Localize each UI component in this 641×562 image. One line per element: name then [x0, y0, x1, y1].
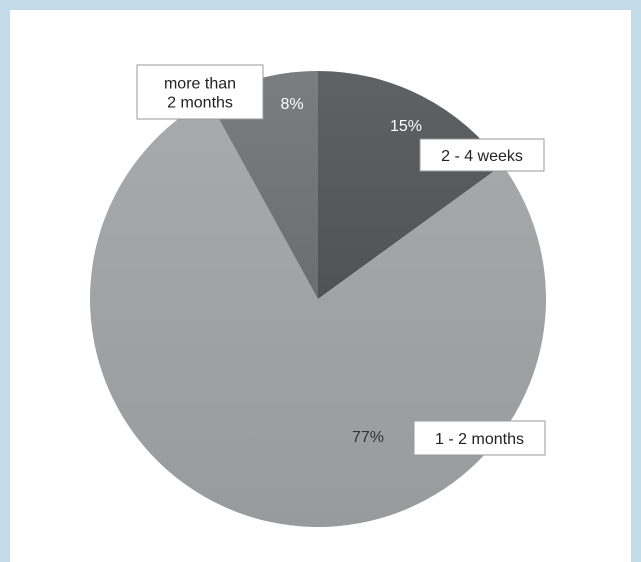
label-box	[413, 420, 546, 456]
pie-percent-label: 15%	[390, 118, 422, 135]
label-box	[419, 138, 545, 172]
pie-slice-shade	[90, 99, 547, 527]
label-text: more than	[164, 76, 236, 93]
label-text: 2 - 4 weeks	[441, 148, 523, 165]
label-text: 2 months	[167, 95, 233, 112]
label-text: 1 - 2 months	[435, 431, 524, 448]
pie-category-label: 2 - 4 weeks	[419, 138, 545, 172]
label-box	[136, 64, 264, 120]
pie-percent-label: 8%	[280, 96, 303, 113]
pie-category-label: more than 2 months	[136, 64, 264, 120]
pie-slice-shade	[208, 71, 318, 299]
pie-percent-label: 77%	[352, 429, 384, 446]
pie-slice-shade	[318, 70, 503, 299]
pie-category-label: 1 - 2 months	[413, 420, 546, 456]
